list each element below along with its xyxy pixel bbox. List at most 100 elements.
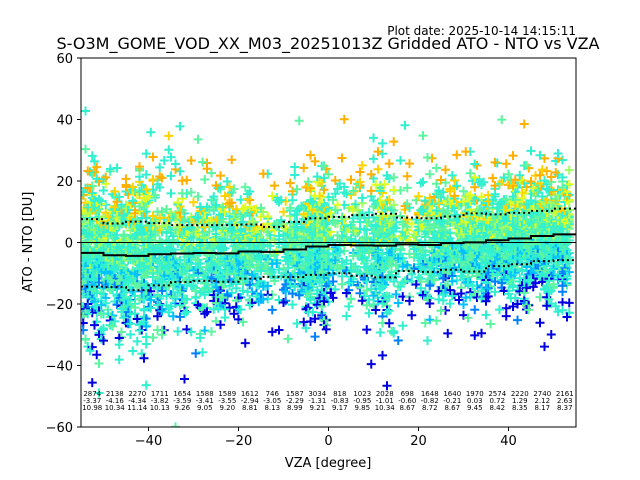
bin-std-label: 8.42: [489, 404, 505, 412]
scatter-point: [443, 328, 453, 338]
scatter-point: [495, 305, 504, 315]
scatter-point: [384, 159, 394, 169]
scatter-point: [400, 120, 410, 130]
scatter-point: [513, 315, 522, 325]
scatter-point: [366, 359, 376, 369]
scatter-point: [193, 134, 203, 144]
scatter-point: [220, 313, 230, 323]
scatter-point: [267, 305, 277, 315]
scatter-point: [274, 325, 284, 335]
bin-std-label: 10.98: [82, 404, 102, 412]
scatter-point: [290, 162, 300, 172]
scatter-point: [186, 155, 196, 165]
scatter-point: [193, 192, 203, 202]
scatter-point: [146, 127, 156, 137]
scatter-point: [389, 172, 399, 182]
scatter-point: [306, 150, 315, 160]
bin-std-label: 8.17: [534, 404, 550, 412]
scatter-point: [227, 155, 237, 165]
y-tick-label: 40: [56, 114, 73, 129]
x-axis-label: VZA [degree]: [285, 456, 372, 471]
scatter-point: [432, 163, 441, 173]
scatter-point: [373, 147, 383, 157]
x-tick-label: 40: [500, 434, 517, 449]
scatter-point: [441, 165, 450, 175]
scatter-point: [366, 186, 376, 196]
scatter-point: [189, 197, 198, 207]
scatter-point: [378, 138, 387, 148]
scatter-point: [285, 178, 295, 188]
bin-std-label: 8.67: [444, 404, 460, 412]
y-axis-label: ATO - NTO [DU]: [21, 192, 36, 293]
scatter-point: [132, 336, 142, 346]
scatter-point: [384, 318, 394, 328]
x-tick-label: 20: [410, 434, 427, 449]
scatter-point: [393, 335, 403, 345]
scatter-point: [87, 378, 97, 388]
scatter-point: [114, 355, 124, 365]
scatter-point: [290, 170, 300, 180]
bin-std-label: 9.20: [219, 404, 235, 412]
bin-std-label: 9.26: [174, 404, 190, 412]
scatter-point: [207, 327, 216, 337]
scatter-point: [546, 329, 556, 339]
scatter-point: [216, 171, 225, 181]
scatter-point: [339, 114, 349, 124]
x-tick-label: −20: [225, 434, 252, 449]
scatter-point: [164, 131, 174, 141]
scatter-point: [292, 184, 302, 194]
scatter-point: [357, 193, 367, 203]
scatter-point: [519, 119, 529, 129]
scatter-point: [432, 316, 441, 326]
scatter-point: [564, 298, 574, 308]
scatter-point: [292, 319, 302, 329]
scatter-point: [362, 325, 372, 335]
scatter-point: [128, 346, 138, 356]
scatter-point: [337, 279, 347, 289]
scatter-point: [94, 358, 104, 368]
scatter-point: [360, 233, 369, 243]
bin-std-label: 9.21: [309, 404, 325, 412]
x-axis: −40 −20 0 20 40: [135, 427, 517, 449]
scatter-point: [389, 185, 399, 195]
scatter-point: [166, 171, 176, 181]
scatter-point: [141, 339, 151, 349]
bin-std-label: 11.14: [127, 404, 148, 412]
scatter-point: [375, 328, 385, 338]
bin-std-label: 9.17: [332, 404, 348, 412]
scatter-point: [141, 380, 151, 390]
bin-std-label: 10.34: [105, 404, 126, 412]
scatter-point: [470, 330, 480, 340]
bin-std-label: 9.85: [354, 404, 370, 412]
scatter-point: [477, 328, 486, 338]
scatter-point: [198, 347, 207, 357]
y-tick-label: −60: [46, 421, 73, 436]
scatter-point: [171, 159, 180, 169]
scatter-point: [564, 165, 574, 175]
bin-std-label: 8.13: [264, 404, 280, 412]
scatter-point: [342, 232, 351, 242]
scatter-point: [535, 318, 545, 328]
scatter-point: [265, 241, 275, 251]
plot-date: Plot date: 2025-10-14 14:15:11: [387, 24, 576, 38]
scatter-point: [501, 159, 511, 169]
bin-std-label: 9.45: [467, 404, 483, 412]
x-tick-label: 0: [324, 434, 332, 449]
scatter-point: [398, 321, 408, 331]
scatter-point: [200, 175, 210, 185]
scatter-point: [540, 342, 549, 352]
scatter-point: [497, 115, 507, 125]
bin-std-label: 8.72: [422, 404, 438, 412]
scatter-point: [204, 227, 214, 237]
scatter-point: [310, 332, 320, 342]
scatter-point: [182, 175, 192, 185]
scatter-point: [263, 212, 273, 222]
scatter-point: [501, 311, 511, 321]
scatter-point: [166, 188, 176, 198]
scatter-point: [423, 152, 432, 162]
bin-std-label: 8.67: [399, 404, 415, 412]
scatter-point: [283, 334, 293, 344]
scatter-point: [405, 159, 414, 169]
scatter-point: [148, 332, 158, 342]
